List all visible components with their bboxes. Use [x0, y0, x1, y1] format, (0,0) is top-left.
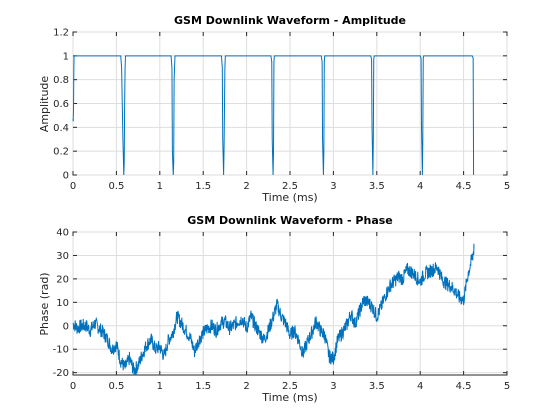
phase-y-tick-label: 0	[63, 321, 69, 332]
phase-x-tick-label: 4.5	[456, 381, 472, 392]
amplitude-x-tick-label: 2.5	[282, 181, 298, 192]
phase-y-tick-label: 40	[56, 228, 69, 239]
phase-subplot: 0 0.5 1 1.5 2 2.5 3 3.5 4 4.5 5 -20 -10 0 10 20 30 40 GSM…	[38, 214, 510, 404]
amplitude-y-tick-label: 0.2	[53, 147, 69, 158]
phase-x-tick-label: 2	[243, 381, 249, 392]
amplitude-x-tick-label: 5	[504, 181, 510, 192]
phase-x-tick-label: 0.5	[108, 381, 124, 392]
phase-series-line	[72, 243, 475, 375]
amplitude-y-tick-label: 0.8	[53, 75, 69, 86]
amplitude-subplot: 0 0.5 1 1.5 2 2.5 3 3.5 4 4.5 5 0 0.2 0.4 0.6 0.8 1 1.2 G…	[38, 14, 510, 204]
phase-y-tick-label: 30	[56, 251, 69, 262]
phase-x-tick-label: 3.5	[369, 381, 385, 392]
phase-x-tick-label: 5	[504, 381, 510, 392]
phase-chart-title: GSM Downlink Waveform - Phase	[187, 214, 393, 227]
phase-y-tick-label: -10	[53, 345, 69, 356]
amplitude-x-tick-label: 4.5	[456, 181, 472, 192]
amplitude-y-tick-label: 0	[63, 171, 69, 182]
amplitude-y-tick-label: 0.6	[53, 99, 69, 110]
amplitude-x-tick-label: 1.5	[195, 181, 211, 192]
amplitude-x-tick-label: 0	[70, 181, 76, 192]
phase-y-tick-label: -20	[53, 368, 69, 379]
phase-x-tick-label: 0	[70, 381, 76, 392]
phase-ticks: 0 0.5 1 1.5 2 2.5 3 3.5 4 4.5 5 -20 -10 0 10 20 30 40	[53, 228, 511, 393]
amplitude-y-axis-label: Amplitude	[38, 76, 51, 133]
amplitude-x-tick-label: 1	[157, 181, 163, 192]
amplitude-series-line	[72, 55, 475, 176]
amplitude-x-tick-label: 3	[330, 181, 336, 192]
amplitude-x-tick-label: 4	[417, 181, 423, 192]
amplitude-x-tick-label: 2	[243, 181, 249, 192]
amplitude-y-tick-label: 0.4	[53, 123, 69, 134]
amplitude-chart-title: GSM Downlink Waveform - Amplitude	[174, 14, 406, 27]
phase-y-axis-label: Phase (rad)	[38, 272, 51, 335]
phase-x-axis-label: Time (ms)	[261, 391, 317, 404]
amplitude-y-tick-label: 1	[63, 51, 69, 62]
phase-x-tick-label: 2.5	[282, 381, 298, 392]
phase-x-tick-label: 4	[417, 381, 423, 392]
phase-x-tick-label: 3	[330, 381, 336, 392]
phase-y-tick-label: 10	[56, 298, 69, 309]
amplitude-y-tick-label: 1.2	[53, 28, 69, 39]
amplitude-x-tick-label: 3.5	[369, 181, 385, 192]
amplitude-ticks: 0 0.5 1 1.5 2 2.5 3 3.5 4 4.5 5 0 0.2 0.4 0.6 0.8 1 1.2	[53, 28, 510, 193]
phase-x-tick-label: 1.5	[195, 381, 211, 392]
amplitude-x-axis-label: Time (ms)	[261, 191, 317, 204]
amplitude-x-tick-label: 0.5	[108, 181, 124, 192]
phase-x-tick-label: 1	[157, 381, 163, 392]
phase-y-tick-label: 20	[56, 274, 69, 285]
